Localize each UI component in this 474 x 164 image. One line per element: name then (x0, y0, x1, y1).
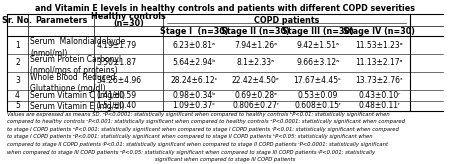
Text: Stage III (n=30): Stage III (n=30) (282, 27, 354, 36)
Text: 4: 4 (15, 91, 20, 100)
Text: 2: 2 (15, 58, 20, 67)
Text: and Vitamin E levels in healthy controls and patients with different COPD severi: and Vitamin E levels in healthy controls… (35, 4, 415, 13)
Text: 0.69±0.28ᵉ: 0.69±0.28ᵉ (234, 91, 277, 100)
Text: 28.24±6.12ᶜ: 28.24±6.12ᶜ (170, 76, 218, 85)
Text: significant when compared to stage III COPD patients: significant when compared to stage III C… (155, 157, 295, 162)
Text: 22.42±4.50ᵉ: 22.42±4.50ᵉ (232, 76, 280, 85)
Text: 11.53±1.23ᵃ: 11.53±1.23ᵃ (356, 41, 403, 50)
Text: 1.51±0.40: 1.51±0.40 (96, 101, 137, 110)
Text: 5.64±2.94ᵇ: 5.64±2.94ᵇ (172, 58, 216, 67)
Text: (n=30): (n=30) (113, 19, 144, 28)
Text: 0.98±0.34ᵇ: 0.98±0.34ᵇ (172, 91, 216, 100)
Text: Stage I  (n=30): Stage I (n=30) (160, 27, 228, 36)
Text: 0.806±0.27ʳ: 0.806±0.27ʳ (232, 101, 279, 110)
Text: 0.608±0.15ʳ: 0.608±0.15ʳ (294, 101, 341, 110)
Text: 34.26±4.96: 34.26±4.96 (96, 76, 141, 85)
Text: 1.41±0.59: 1.41±0.59 (96, 91, 137, 100)
Text: Values are expressed as means SD. ᵃP<0.0001: statistically significant when comp: Values are expressed as means SD. ᵃP<0.0… (7, 112, 390, 117)
Text: 11.13±2.17ᵃ: 11.13±2.17ᵃ (356, 58, 403, 67)
Text: compared to stage II COPD patients ʲP<0.01: statistically significant when compa: compared to stage II COPD patients ʲP<0.… (7, 142, 388, 147)
Text: 7.94±1.26ᵃ: 7.94±1.26ᵃ (234, 41, 277, 50)
Text: Whole Blood  Reduced
Glutathione (mg/dl): Whole Blood Reduced Glutathione (mg/dl) (30, 73, 116, 93)
Text: Serum Protein Carbonyl
(nmol/mgs of proteins): Serum Protein Carbonyl (nmol/mgs of prot… (30, 55, 121, 75)
Text: 3: 3 (15, 76, 20, 85)
Text: 3.50±1.87: 3.50±1.87 (96, 58, 137, 67)
Text: Sr. No.: Sr. No. (2, 16, 33, 24)
Text: 8.1±2.33ᵃ: 8.1±2.33ᵃ (237, 58, 275, 67)
Text: to stage I COPD patients ᵉP<0.001: statistically significant when compared to st: to stage I COPD patients ᵉP<0.001: stati… (7, 127, 399, 132)
Text: 0.43±0.10ʳ: 0.43±0.10ʳ (358, 91, 401, 100)
Text: Stage IV (n=30): Stage IV (n=30) (344, 27, 416, 36)
Text: Serum Vitamin C (mg/dl): Serum Vitamin C (mg/dl) (30, 91, 125, 100)
Text: 0.48±0.11ʳ: 0.48±0.11ʳ (358, 101, 401, 110)
Text: Stage II (n=30): Stage II (n=30) (221, 27, 290, 36)
Text: 13.73±2.76ᶟ: 13.73±2.76ᶟ (356, 76, 403, 85)
Text: 9.66±3.12ᵃ: 9.66±3.12ᵃ (296, 58, 339, 67)
Text: Serum  Malondialdehyde
(nmol/ml): Serum Malondialdehyde (nmol/ml) (30, 38, 125, 58)
Text: to stage I COPD patients ᶝP<0.001: statistically significant when compared to st: to stage I COPD patients ᶝP<0.001: stati… (7, 134, 373, 140)
Text: when compared to stage III COPD patients ᵃP<0.05: statistically significant when: when compared to stage III COPD patients… (7, 150, 375, 155)
Text: 6.23±0.81ᵃ: 6.23±0.81ᵃ (173, 41, 215, 50)
Text: 1.09±0.37ᶜ: 1.09±0.37ᶜ (173, 101, 215, 110)
Text: COPD patients: COPD patients (254, 16, 319, 24)
Text: 9.42±1.51ᵃ: 9.42±1.51ᵃ (296, 41, 339, 50)
Text: Healthy controls: Healthy controls (91, 12, 166, 21)
Text: Serum Vitamin E (mg/dl): Serum Vitamin E (mg/dl) (30, 102, 125, 111)
Text: Parameters: Parameters (35, 16, 87, 24)
Text: 5: 5 (15, 101, 20, 110)
Text: 0.53±0.09: 0.53±0.09 (298, 91, 338, 100)
Text: 17.67±4.45ᶝ: 17.67±4.45ᶝ (294, 76, 342, 85)
Text: 4.19±1.79: 4.19±1.79 (96, 41, 137, 50)
Text: 1: 1 (15, 41, 20, 50)
Text: compared to healthy controls ᶜP<0.001: statistically significant when compared t: compared to healthy controls ᶜP<0.001: s… (7, 119, 405, 124)
